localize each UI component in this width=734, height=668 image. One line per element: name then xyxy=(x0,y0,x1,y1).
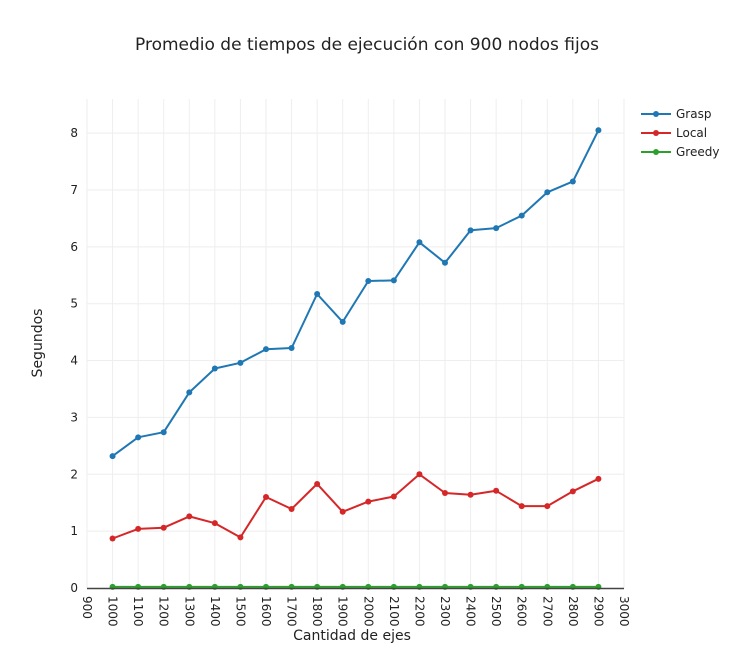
data-point-grasp xyxy=(493,225,500,232)
data-point-local xyxy=(544,503,551,510)
legend-marker xyxy=(653,130,659,136)
data-point-grasp xyxy=(135,434,142,441)
data-point-grasp xyxy=(390,277,397,284)
data-point-grasp xyxy=(237,359,244,366)
x-tick-label: 2200 xyxy=(412,596,426,627)
x-tick-label: 1700 xyxy=(285,596,299,627)
x-tick-label: 1500 xyxy=(233,596,247,627)
data-point-local xyxy=(339,508,346,515)
data-point-grasp xyxy=(569,178,576,185)
legend: Grasp Local Greedy xyxy=(641,107,719,159)
x-axis-title: Cantidad de ejes xyxy=(293,628,411,644)
data-point-local xyxy=(518,503,525,510)
series-line-grasp xyxy=(112,129,600,457)
data-point-local xyxy=(390,493,397,500)
x-tick-label: 2800 xyxy=(566,596,580,627)
data-point-local xyxy=(595,475,602,482)
y-tick-label: 0 xyxy=(70,581,78,595)
data-point-local xyxy=(237,534,244,541)
data-point-local xyxy=(467,491,474,498)
y-tick-label: 6 xyxy=(70,240,78,254)
legend-label: Grasp xyxy=(676,107,711,121)
y-tick-label: 5 xyxy=(70,297,78,311)
x-tick-label: 2100 xyxy=(387,596,401,627)
data-point-local xyxy=(365,498,372,505)
data-point-local xyxy=(569,488,576,495)
legend-item-local[interactable]: Local xyxy=(641,126,707,140)
data-point-local xyxy=(263,494,269,501)
chart-title: Promedio de tiempos de ejecución con 900… xyxy=(135,35,599,55)
y-tick-label: 8 xyxy=(70,126,78,140)
x-tick-label: 1400 xyxy=(208,596,222,627)
data-point-local xyxy=(288,505,295,512)
data-point-local xyxy=(109,535,116,542)
y-tick-label: 4 xyxy=(70,354,78,368)
series-lines xyxy=(112,129,600,588)
legend-label: Greedy xyxy=(676,145,719,159)
x-tick-labels: 900 1000 1100 1200 1300 1400 1500 1600 1700 1800 1… xyxy=(80,596,631,627)
data-point-local xyxy=(135,525,142,532)
y-tick-labels: 0 1 2 3 4 5 6 7 8 xyxy=(70,126,78,595)
x-tick-label: 2700 xyxy=(540,596,554,627)
data-point-grasp xyxy=(186,389,193,396)
y-tick-label: 3 xyxy=(70,410,78,424)
data-point-local xyxy=(160,524,167,531)
x-tick-label: 2600 xyxy=(515,596,529,627)
data-point-grasp xyxy=(314,291,321,298)
grid-lines xyxy=(86,99,625,588)
data-point-grasp xyxy=(442,259,448,266)
data-point-local xyxy=(186,513,193,520)
data-point-local xyxy=(314,480,321,487)
data-point-grasp xyxy=(544,189,551,196)
data-point-grasp xyxy=(416,239,423,246)
data-point-grasp xyxy=(365,277,372,284)
x-tick-label: 900 xyxy=(80,596,94,619)
legend-marker xyxy=(653,149,659,155)
x-tick-label: 1800 xyxy=(310,596,324,627)
data-point-grasp xyxy=(160,429,167,436)
data-point-local xyxy=(416,471,423,478)
y-axis-title: Segundos xyxy=(30,309,46,378)
series-line-local xyxy=(112,473,599,540)
data-point-local xyxy=(442,490,448,497)
data-point-local xyxy=(211,520,218,527)
x-tick-label: 1900 xyxy=(336,596,350,627)
data-point-grasp xyxy=(263,346,269,353)
data-point-grasp xyxy=(518,212,525,219)
x-tick-label: 1600 xyxy=(259,596,273,627)
x-tick-label: 2300 xyxy=(438,596,452,627)
y-tick-label: 1 xyxy=(70,524,78,538)
data-point-grasp xyxy=(595,127,602,134)
x-tick-label: 1100 xyxy=(131,596,145,627)
x-tick-label: 2400 xyxy=(464,596,478,627)
data-point-grasp xyxy=(211,365,218,372)
legend-marker xyxy=(653,111,659,117)
data-point-local xyxy=(493,487,500,494)
x-tick-label: 1300 xyxy=(182,596,196,627)
x-tick-label: 1000 xyxy=(106,596,120,627)
y-tick-label: 2 xyxy=(70,467,78,481)
data-point-grasp xyxy=(467,227,474,234)
data-point-grasp xyxy=(288,345,295,352)
legend-item-grasp[interactable]: Grasp xyxy=(641,107,711,121)
legend-label: Local xyxy=(676,126,707,140)
data-point-grasp xyxy=(109,453,116,460)
data-point-grasp xyxy=(339,318,346,325)
y-tick-label: 7 xyxy=(70,183,78,197)
x-tick-label: 3000 xyxy=(617,596,631,627)
x-tick-label: 2500 xyxy=(489,596,503,627)
series-points xyxy=(109,127,602,590)
legend-item-greedy[interactable]: Greedy xyxy=(641,145,719,159)
x-tick-label: 1200 xyxy=(157,596,171,627)
x-tick-label: 2000 xyxy=(361,596,375,627)
x-tick-label: 2900 xyxy=(591,596,605,627)
